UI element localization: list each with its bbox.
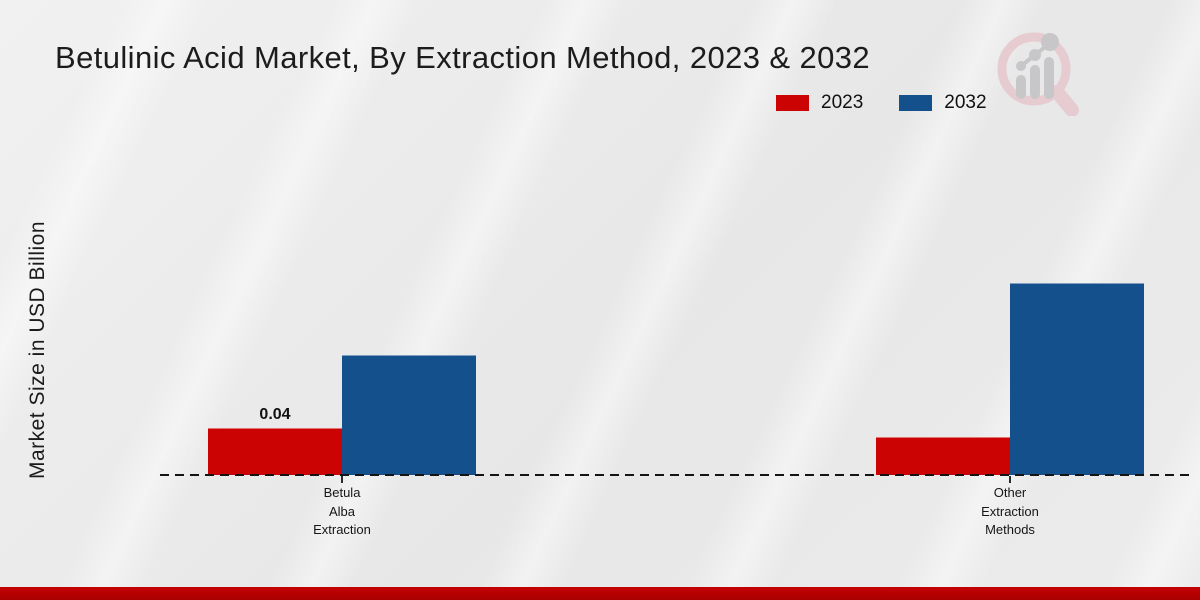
- bar-2032-other-extraction-methods: [1010, 283, 1144, 475]
- y-axis-label: Market Size in USD Billion: [26, 220, 49, 480]
- legend-item-2023: 2023: [776, 92, 863, 114]
- legend-label-2023: 2023: [821, 92, 864, 113]
- legend-item-2032: 2032: [899, 92, 987, 114]
- footer-accent-bar: [0, 587, 1200, 600]
- x-axis-tick-betula: [341, 476, 343, 483]
- legend-label-2032: 2032: [944, 92, 987, 113]
- category-label-other-extraction-methods: Other Extraction Methods: [981, 485, 1039, 537]
- legend-swatch-2023: [776, 95, 809, 111]
- x-axis-dashed-line: [160, 474, 1192, 476]
- legend-swatch-2032: [899, 95, 933, 111]
- magnifier-bar-chart-logo-icon: [997, 32, 1079, 116]
- bar-2023-betula-alba-extraction: [208, 428, 342, 475]
- bar-2032-betula-alba-extraction: [342, 355, 476, 475]
- bar-2023-other-extraction-methods: [876, 437, 1010, 475]
- page-title: Betulinic Acid Market, By Extraction Met…: [55, 40, 871, 75]
- legend: 2023 2032: [776, 92, 1009, 114]
- value-label-2023-0: 0.04: [259, 406, 291, 423]
- x-axis-tick-other: [1009, 476, 1011, 483]
- category-label-betula-alba-extraction: Betula Alba Extraction: [313, 485, 371, 537]
